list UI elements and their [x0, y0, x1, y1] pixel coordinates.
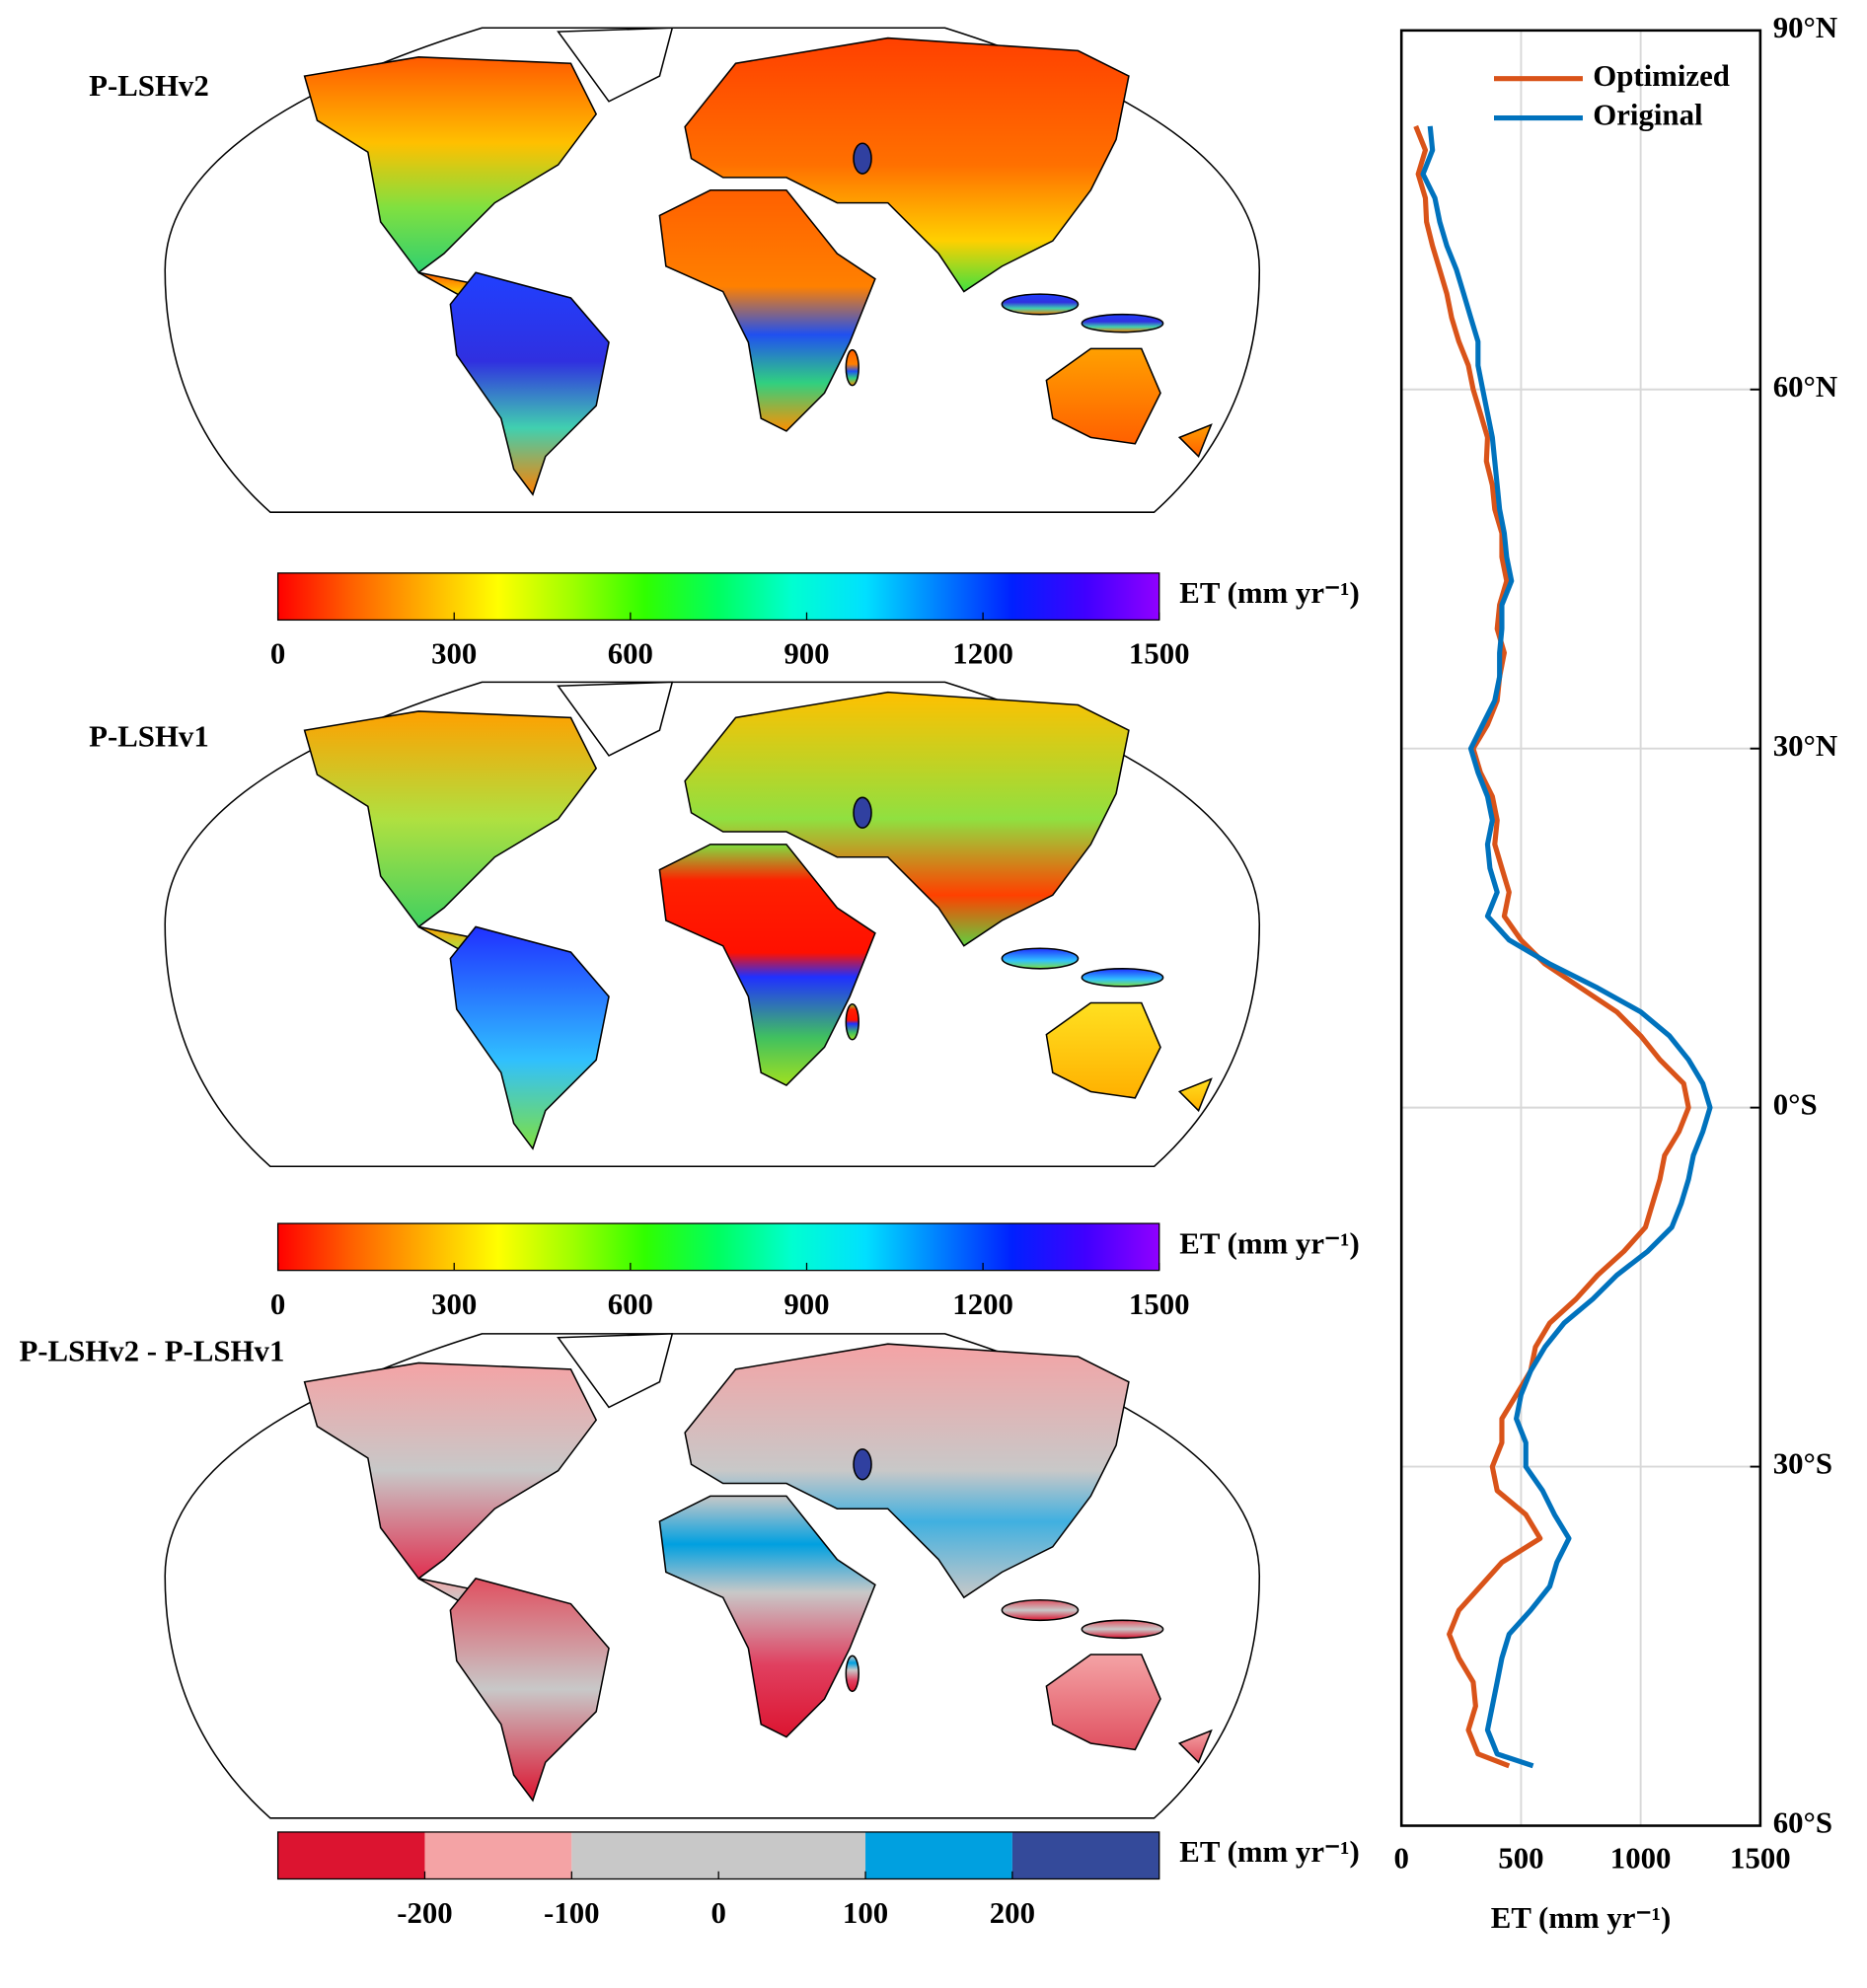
colorbar-frame — [276, 1222, 1160, 1272]
colorbar-class — [1011, 1831, 1159, 1879]
y-tick-label: 30°S — [1773, 1447, 1832, 1481]
colorbar-tick-label: 0 — [270, 1288, 285, 1321]
y-tick-label: 0°S — [1773, 1088, 1818, 1122]
colorbar-tick-label: -100 — [544, 1896, 600, 1930]
colorbar-frame — [276, 572, 1160, 622]
y-tick-label: 30°N — [1773, 729, 1837, 763]
map-title: P-LSHv2 - P-LSHv1 — [19, 1335, 284, 1368]
x-axis-label: ET (mm yr⁻¹) — [1491, 1901, 1672, 1935]
series-line — [1413, 124, 1691, 1769]
colorbar-label: ET (mm yr⁻¹) — [1179, 1835, 1360, 1869]
colorbar-class — [424, 1831, 572, 1879]
colorbar-label: ET (mm yr⁻¹) — [1179, 576, 1360, 610]
colorbar-tick-label: 900 — [784, 1288, 829, 1321]
colorbar-tick-label: 1200 — [952, 1288, 1013, 1321]
colorbar-tick-label: 200 — [990, 1896, 1035, 1930]
colorbar-tick-label: 1500 — [1129, 1288, 1190, 1321]
colorbar-tick-label: 600 — [608, 1288, 653, 1321]
world-map — [164, 27, 1261, 513]
colorbar-tick-label: 1200 — [952, 637, 1013, 671]
colorbar-tick-label: 0 — [270, 637, 285, 671]
y-tick-label: 90°N — [1773, 11, 1837, 44]
x-tick-label: 1500 — [1730, 1842, 1791, 1876]
colorbar — [277, 1223, 1159, 1271]
colorbar-tick-label: 0 — [710, 1896, 725, 1930]
map-title: P-LSHv1 — [89, 719, 209, 753]
y-tick-label: 60°S — [1773, 1806, 1832, 1840]
colorbar-tick-label: 300 — [431, 637, 477, 671]
colorbar — [277, 572, 1159, 621]
plot-frame — [1399, 29, 1762, 1827]
colorbar-class — [865, 1831, 1012, 1879]
x-tick-label: 500 — [1498, 1842, 1543, 1876]
map-title: P-LSHv2 — [89, 69, 209, 103]
colorbar-tick-label: 900 — [784, 637, 829, 671]
colorbar-tick-label: 600 — [608, 637, 653, 671]
world-map — [164, 681, 1261, 1168]
x-tick-label: 1000 — [1610, 1842, 1672, 1876]
colorbar-label: ET (mm yr⁻¹) — [1179, 1226, 1360, 1260]
x-tick-label: 0 — [1393, 1842, 1408, 1876]
y-tick-label: 60°N — [1773, 370, 1837, 404]
colorbar-class — [571, 1831, 866, 1879]
colorbar-tick-label: 1500 — [1129, 637, 1190, 671]
world-map — [164, 1333, 1261, 1819]
series-line — [1420, 125, 1713, 1769]
colorbar-class — [277, 1831, 425, 1879]
legend-label: Optimized — [1593, 59, 1730, 93]
colorbar-tick-label: -200 — [397, 1896, 453, 1930]
colorbar-tick-label: 300 — [431, 1288, 477, 1321]
legend-label: Original — [1593, 99, 1703, 132]
colorbar-tick-label: 100 — [843, 1896, 888, 1930]
